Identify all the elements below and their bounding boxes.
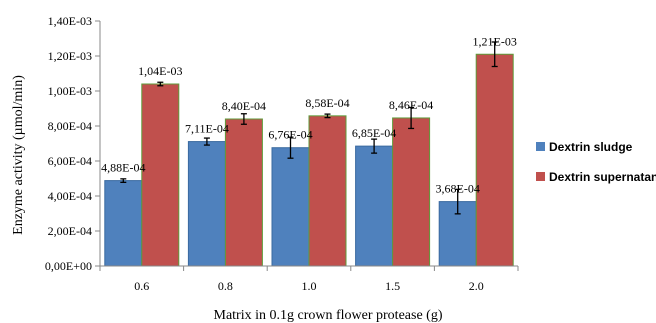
y-tick-label: 6,00E-04 — [48, 154, 92, 168]
y-tick-label: 8,00E-04 — [48, 119, 92, 133]
data-labels: 4,88E-04 1,04E-03 7,11E-04 8,40E-04 6,76E-04… — [101, 34, 517, 195]
legend-label: Dextrin sludge — [549, 140, 633, 154]
x-tick-label: 2.0 — [469, 279, 484, 293]
data-label: 6,85E-04 — [352, 126, 396, 140]
x-tick-label: 1.0 — [302, 279, 317, 293]
data-label: 4,88E-04 — [101, 161, 145, 175]
data-label: 7,11E-04 — [185, 122, 229, 136]
bar-supernatant — [308, 115, 347, 267]
legend-swatch — [536, 172, 545, 181]
bar-supernatant — [141, 83, 180, 267]
bar-sludge — [104, 180, 143, 267]
x-tick-label: 1.5 — [385, 279, 400, 293]
x-tick-label: 0.6 — [134, 279, 149, 293]
data-label: 8,40E-04 — [222, 99, 266, 113]
bar-supernatant — [475, 53, 514, 267]
y-tick-label: 1,40E-03 — [48, 14, 92, 28]
y-tick-label: 2,00E-04 — [48, 224, 92, 238]
x-tick-label: 0.8 — [218, 279, 233, 293]
data-label: 6,76E-04 — [268, 128, 312, 142]
y-axis-ticks: 0,00E+00 2,00E-04 4,00E-04 6,00E-04 8,00E-04… — [45, 14, 100, 273]
x-axis-title: Matrix in 0.1g crown flower protease (g) — [214, 308, 443, 323]
bar-supernatant — [392, 117, 431, 267]
legend-label: Dextrin supernatant — [549, 170, 656, 184]
legend-swatch — [536, 142, 545, 151]
data-label: 1,04E-03 — [138, 64, 182, 78]
data-label: 8,58E-04 — [305, 96, 349, 110]
data-label: 3,68E-04 — [436, 182, 480, 196]
x-axis-ticks: 0.6 0.8 1.0 1.5 2.0 — [99, 266, 519, 293]
data-label: 8,46E-04 — [389, 98, 433, 112]
bar-sludge — [271, 147, 310, 267]
y-tick-label: 1,20E-03 — [48, 49, 92, 63]
bars — [104, 53, 514, 267]
bar-supernatant — [224, 118, 263, 267]
data-label: 1,21E-03 — [473, 34, 517, 48]
bar-sludge — [187, 141, 226, 267]
bar-sludge — [355, 145, 394, 267]
y-tick-label: 4,00E-04 — [48, 189, 92, 203]
error-bars — [120, 41, 498, 215]
y-axis-title: Enzyme activity (µmol/min) — [11, 75, 26, 235]
y-tick-label: 0,00E+00 — [45, 259, 92, 273]
y-tick-label: 1,00E-03 — [48, 84, 92, 98]
axes — [99, 21, 518, 267]
legend: Dextrin sludge Dextrin supernatant — [536, 140, 656, 184]
